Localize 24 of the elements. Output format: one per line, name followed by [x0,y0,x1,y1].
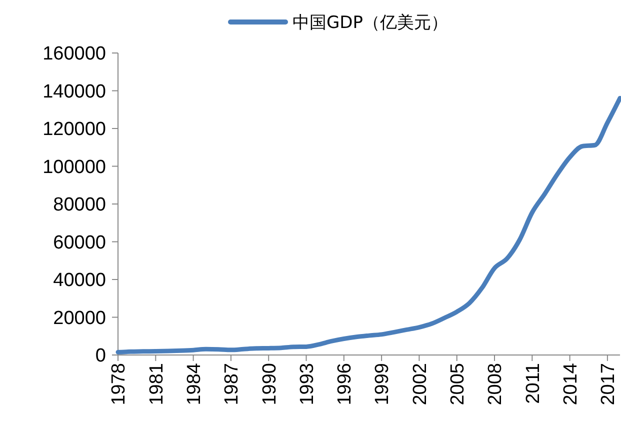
x-tick-label: 2002 [410,363,431,406]
x-tick-label: 2005 [448,363,468,406]
y-tick-label: 60000 [53,232,106,254]
y-tick-label: 140000 [42,81,106,102]
x-tick-label: 1978 [108,363,130,406]
x-tick-label: 2014 [560,362,582,406]
y-tick-label: 120000 [42,119,106,140]
y-tick-label: 100000 [42,156,106,178]
y-tick-label: 0 [95,346,106,367]
x-tick-label: 2008 [485,363,506,406]
y-tick-label: 20000 [53,308,106,329]
x-tick-label: 1999 [372,363,394,406]
x-tick-label: 1981 [146,363,168,406]
y-tick-label: 160000 [42,44,106,65]
y-tick-label: 80000 [53,194,106,216]
x-tick-label: 1990 [259,363,280,406]
y-tick-label: 40000 [53,270,106,292]
x-tick-label: 2011 [522,363,544,404]
x-tick-label: 1984 [184,362,205,406]
x-tick-label: 1993 [296,363,318,406]
legend-label: 中国GDP（亿美元） [292,12,448,33]
x-tick-label: 2017 [598,363,620,406]
x-tick-label: 1987 [222,363,243,406]
x-tick-label: 1996 [334,363,356,406]
